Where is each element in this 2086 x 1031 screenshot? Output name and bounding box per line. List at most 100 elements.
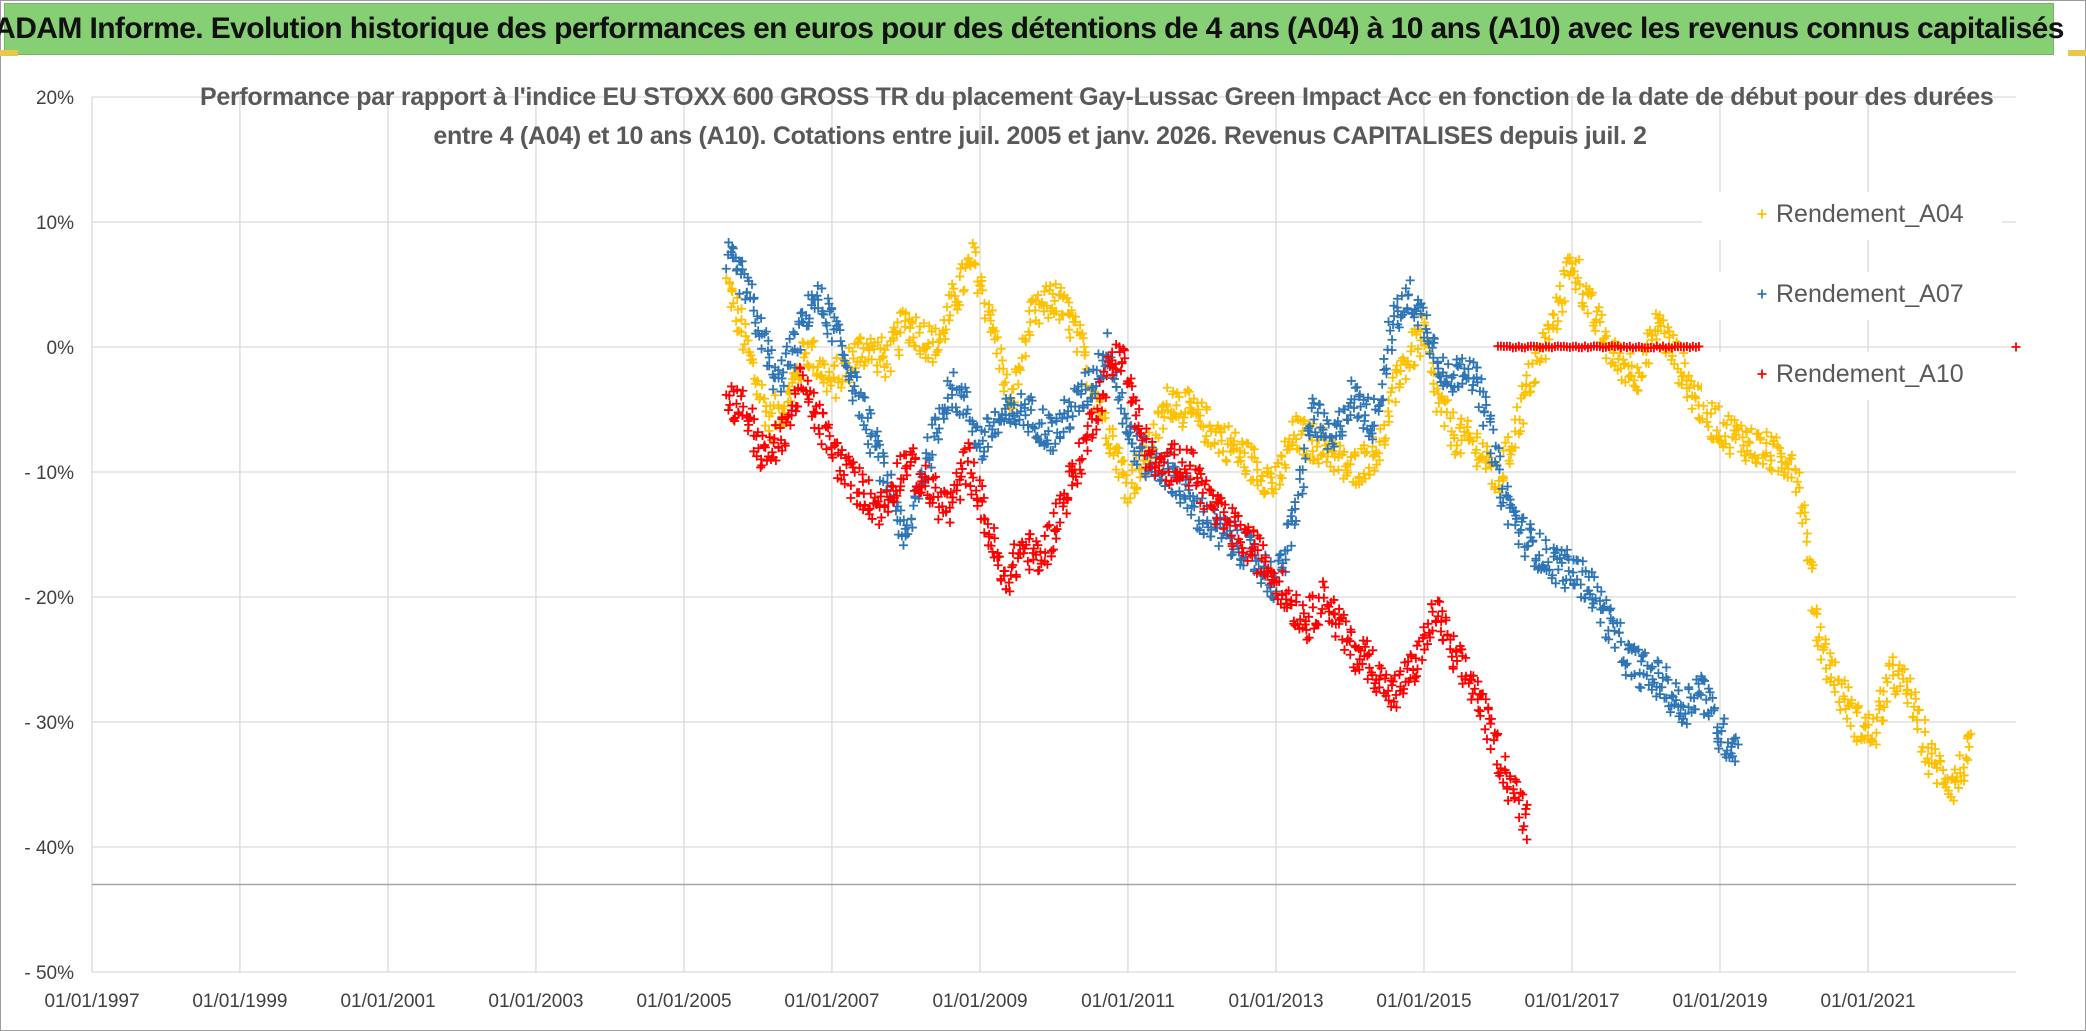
- data-point: [1443, 630, 1453, 640]
- data-point: [1319, 593, 1329, 603]
- data-point: [747, 279, 757, 289]
- data-point: [1154, 433, 1164, 443]
- data-point: [785, 360, 795, 370]
- data-point: [1059, 395, 1069, 405]
- data-point: [1408, 665, 1418, 675]
- data-point: [1959, 763, 1969, 773]
- data-point: [878, 351, 888, 361]
- data-point: [986, 316, 996, 326]
- data-point: [923, 474, 933, 484]
- data-point: [760, 421, 770, 431]
- data-point: [1396, 366, 1406, 376]
- data-point: [1378, 394, 1388, 404]
- data-point: [1661, 662, 1671, 672]
- data-point: [1422, 310, 1432, 320]
- data-point: [892, 458, 902, 468]
- data-point: [1004, 578, 1014, 588]
- data-point: [1256, 578, 1266, 588]
- data-point: [951, 402, 961, 412]
- data-point: [977, 285, 987, 295]
- data-point: [1232, 525, 1242, 535]
- data-point: [1367, 428, 1377, 438]
- data-point: [848, 395, 858, 405]
- data-point: [924, 455, 934, 465]
- data-point: [1586, 290, 1596, 300]
- data-point: [1486, 744, 1496, 754]
- data-point: [1716, 436, 1726, 446]
- data-point: [1512, 402, 1522, 412]
- data-point: [732, 385, 742, 395]
- data-point: [971, 422, 981, 432]
- data-point: [1020, 410, 1030, 420]
- data-point: [961, 479, 971, 489]
- data-point: [721, 264, 731, 274]
- data-point: [760, 442, 770, 452]
- data-point: [839, 470, 849, 480]
- data-point: [960, 383, 970, 393]
- data-point: [1498, 778, 1508, 788]
- data-point: [962, 387, 972, 397]
- data-point: [1288, 417, 1298, 427]
- data-point: [1349, 403, 1359, 413]
- data-point: [1064, 325, 1074, 335]
- data-point: [1243, 556, 1253, 566]
- data-point: [1011, 570, 1021, 580]
- data-point: [1273, 458, 1283, 468]
- data-point: [948, 492, 958, 502]
- data-point: [1538, 560, 1548, 570]
- data-point: [728, 414, 738, 424]
- data-point: [1506, 450, 1516, 460]
- data-point: [1954, 783, 1964, 793]
- data-point: [1299, 482, 1309, 492]
- data-point: [1131, 410, 1141, 420]
- data-point: [1343, 415, 1353, 425]
- data-point: [1633, 645, 1643, 655]
- data-point: [819, 359, 829, 369]
- data-point: [922, 433, 932, 443]
- data-point: [1712, 425, 1722, 435]
- data-point: [736, 315, 746, 325]
- data-point: [1610, 626, 1620, 636]
- data-point: [880, 345, 890, 355]
- data-point: [1738, 432, 1748, 442]
- data-point: [819, 309, 829, 319]
- data-point: [727, 242, 737, 252]
- data-point: [1063, 493, 1073, 503]
- data-point: [871, 431, 881, 441]
- data-point: [1512, 777, 1522, 787]
- data-point: [840, 479, 850, 489]
- data-point: [863, 505, 873, 515]
- data-point: [1097, 406, 1107, 416]
- data-point: [911, 312, 921, 322]
- data-point: [1517, 381, 1527, 391]
- data-point: [1581, 566, 1591, 576]
- data-point: [1042, 522, 1052, 532]
- data-point: [1024, 565, 1034, 575]
- data-point: [757, 431, 767, 441]
- data-point: [1310, 427, 1320, 437]
- legend-label: Rendement_A04: [1776, 200, 1964, 228]
- data-point: [1413, 664, 1423, 674]
- data-point: [1518, 419, 1528, 429]
- data-point: [989, 417, 999, 427]
- data-point: [1339, 447, 1349, 457]
- data-point: [1175, 498, 1185, 508]
- data-point: [919, 318, 929, 328]
- data-point: [1247, 551, 1257, 561]
- data-point: [969, 258, 979, 268]
- data-point: [795, 345, 805, 355]
- data-point: [750, 318, 760, 328]
- data-point: [839, 350, 849, 360]
- y-tick-label: 0%: [47, 338, 75, 359]
- data-point: [1346, 376, 1356, 386]
- header-accent-right: [2068, 50, 2086, 56]
- data-point: [1030, 423, 1040, 433]
- data-point: [1341, 616, 1351, 626]
- data-point: [1541, 544, 1551, 554]
- data-point: [1665, 707, 1675, 717]
- data-point: [1005, 586, 1015, 596]
- data-point: [1495, 493, 1505, 503]
- data-point: [1112, 442, 1122, 452]
- data-point: [880, 372, 890, 382]
- data-point: [1298, 416, 1308, 426]
